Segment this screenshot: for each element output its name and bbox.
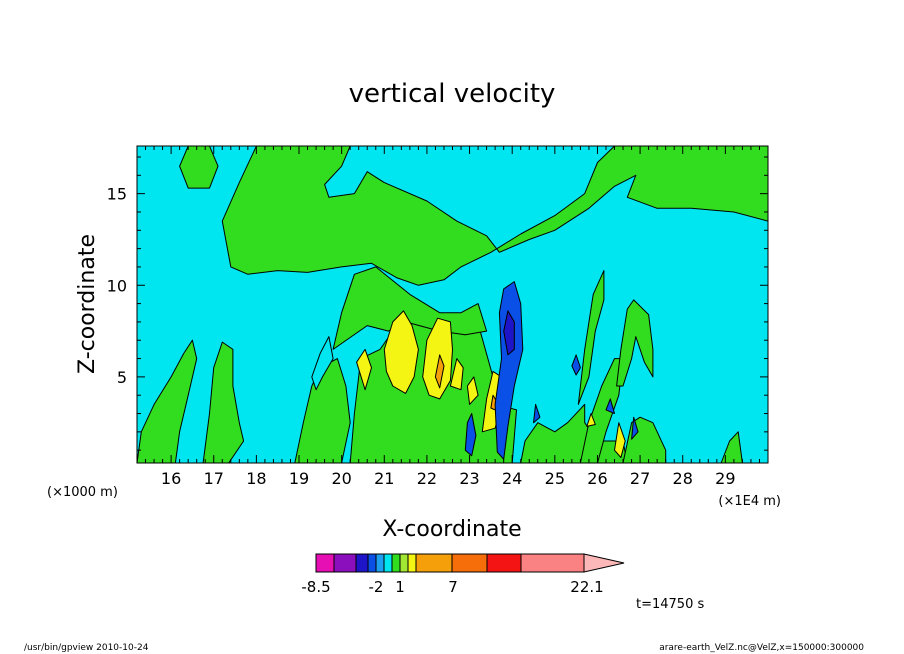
footer-right: arare-earth_VelZ.nc@VelZ,x=150000:300000 — [659, 643, 864, 653]
colorbar-extend-arrow — [583, 553, 625, 573]
contour-region-green — [179, 146, 219, 189]
colorbar-label: 7 — [448, 578, 458, 596]
x-tick-label: 18 — [246, 469, 266, 488]
contour-region-darkblue — [503, 310, 515, 356]
x-tick-label: 26 — [587, 469, 607, 488]
x-tick-label: 21 — [374, 469, 394, 488]
x-axis-unit-left: (×1000 m) — [47, 485, 118, 500]
x-tick-label: 16 — [161, 469, 181, 488]
contour-region-yellow — [449, 358, 464, 391]
x-axis-label: X-coordinate — [382, 517, 521, 542]
y-tick-label: 15 — [107, 185, 127, 204]
plot-area: 16 17 18 19 20 21 22 23 24 25 26 27 28 29 5 10 15 — [107, 145, 769, 488]
contour-region-green — [137, 339, 198, 463]
x-tick-label: 28 — [673, 469, 693, 488]
colorbar-label: 22.1 — [570, 578, 603, 596]
colorbar-segment — [391, 553, 401, 573]
colorbar-segment — [486, 553, 522, 573]
contour-region-cyan — [311, 336, 334, 391]
x-tick-label: 17 — [204, 469, 224, 488]
contour-region-yellow — [614, 422, 626, 458]
contour-region-yellow — [466, 376, 479, 405]
contour-region-blue — [605, 398, 615, 414]
contour-region-green — [294, 358, 351, 463]
x-tick-label: 24 — [502, 469, 522, 488]
colorbar-label: -2 — [369, 578, 384, 596]
contour-region-orange — [434, 354, 445, 389]
contour-region-green — [720, 431, 743, 463]
contour-region-yellow — [383, 310, 419, 394]
contour-region-blue — [464, 413, 477, 457]
x-axis-unit-right: (×1E4 m) — [718, 494, 781, 509]
colorbar-segment — [520, 553, 585, 573]
contour-region-yellow — [356, 348, 372, 391]
contour-region-green — [221, 146, 768, 286]
contour-region-green — [202, 341, 245, 463]
colorbar-label: -8.5 — [301, 578, 330, 596]
colorbar: -8.5 -2 1 7 22.1 — [301, 553, 625, 596]
y-tick-label: 10 — [107, 276, 127, 295]
x-tick-label: 20 — [331, 469, 351, 488]
y-axis-label: Z-coordinate — [75, 234, 100, 374]
colorbar-segment — [355, 553, 369, 573]
contour-region-yellow — [586, 413, 596, 427]
x-tick-label: 29 — [715, 469, 735, 488]
colorbar-segment — [415, 553, 453, 573]
colorbar-segment — [375, 553, 385, 573]
colorbar-segment — [333, 553, 357, 573]
footer-left: /usr/bin/gpview 2010-10-24 — [24, 643, 149, 653]
contour-region-green — [577, 270, 605, 405]
colorbar-segment — [399, 553, 409, 573]
x-tick-label: 19 — [289, 469, 309, 488]
contour-region-green — [616, 299, 654, 387]
x-tick-label: 25 — [545, 469, 565, 488]
colorbar-segment — [367, 553, 377, 573]
colorbar-segment — [407, 553, 417, 573]
contour-region-blue — [533, 403, 541, 424]
contour-region-blue — [571, 354, 581, 376]
colorbar-segment — [315, 553, 335, 573]
x-tick-label: 23 — [459, 469, 479, 488]
contour-region-yellow — [422, 317, 453, 400]
colorbar-segment — [451, 553, 488, 573]
x-tick-label: 22 — [417, 469, 437, 488]
y-tick-label: 5 — [117, 368, 127, 387]
x-tick-label: 27 — [630, 469, 650, 488]
colorbar-segment — [383, 553, 393, 573]
contour-region-blue — [631, 416, 639, 440]
time-label: t=14750 s — [636, 597, 704, 612]
chart-title: vertical velocity — [349, 79, 556, 109]
colorbar-label: 1 — [395, 578, 405, 596]
contour-region-blue — [494, 281, 524, 460]
